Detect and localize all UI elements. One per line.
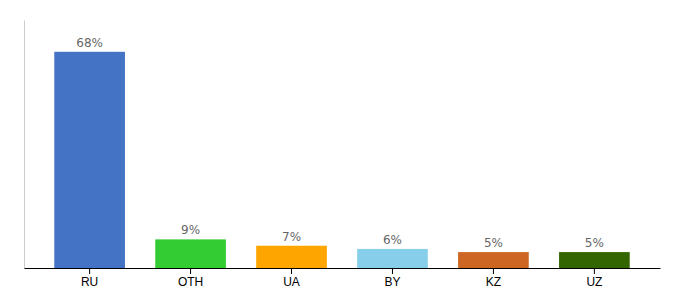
chart-svg: RU OTH UA BY KZ UZ 68% 9% 7% 6% 5% 5% bbox=[0, 0, 680, 300]
x-tick-label: OTH bbox=[178, 275, 203, 289]
x-tick-mark bbox=[392, 268, 393, 274]
data-label: 9% bbox=[181, 223, 200, 237]
data-label: 6% bbox=[383, 233, 402, 247]
bar bbox=[559, 252, 630, 268]
plot-area: RU OTH UA BY KZ UZ 68% 9% 7% 6% 5% 5% bbox=[25, 21, 661, 289]
data-label: 68% bbox=[76, 36, 103, 50]
data-labels: 68% 9% 7% 6% 5% 5% bbox=[76, 36, 604, 250]
bar bbox=[155, 239, 226, 268]
x-axis: RU OTH UA BY KZ UZ bbox=[25, 268, 661, 289]
x-tick: UA bbox=[283, 268, 300, 289]
x-tick-mark bbox=[89, 268, 90, 274]
bar bbox=[54, 52, 125, 268]
bar bbox=[357, 249, 428, 268]
x-tick: OTH bbox=[178, 268, 203, 289]
x-tick: RU bbox=[81, 268, 98, 289]
y-axis-line bbox=[24, 21, 25, 269]
bars bbox=[54, 52, 629, 268]
bar bbox=[458, 252, 529, 268]
x-tick-label: KZ bbox=[486, 275, 501, 289]
x-tick: KZ bbox=[486, 268, 501, 289]
x-tick-label: UZ bbox=[586, 275, 602, 289]
x-tick-mark bbox=[291, 268, 292, 274]
bar bbox=[256, 246, 327, 268]
x-tick-label: RU bbox=[81, 275, 98, 289]
data-label: 5% bbox=[484, 236, 503, 250]
chart-container: RU OTH UA BY KZ UZ 68% 9% 7% 6% 5% 5% bbox=[0, 0, 680, 300]
y-axis bbox=[24, 21, 25, 269]
x-tick-label: UA bbox=[283, 275, 300, 289]
x-axis-line bbox=[25, 268, 661, 269]
x-tick: UZ bbox=[586, 268, 602, 289]
data-label: 7% bbox=[282, 230, 301, 244]
x-tick: BY bbox=[384, 268, 400, 289]
x-tick-mark bbox=[190, 268, 191, 274]
x-tick-label: BY bbox=[384, 275, 400, 289]
data-label: 5% bbox=[585, 236, 604, 250]
x-tick-mark bbox=[493, 268, 494, 274]
x-tick-mark bbox=[594, 268, 595, 274]
